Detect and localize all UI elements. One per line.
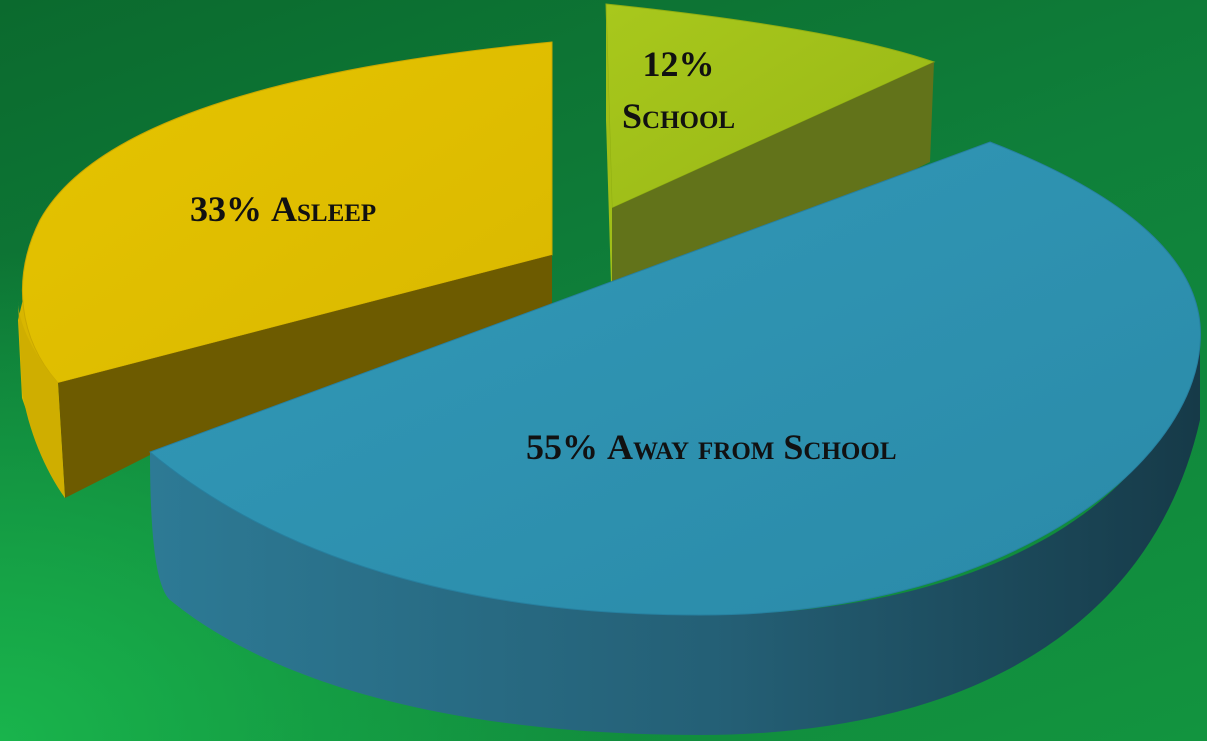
slice-school-edge — [606, 4, 612, 316]
label-school-pct: 12% — [642, 44, 715, 84]
slice-asleep-rim — [18, 300, 65, 498]
label-away-pct: 55% — [526, 427, 598, 467]
slice-school-top — [605, 3, 936, 209]
slice-away-top — [149, 141, 1201, 616]
label-school-text: School — [622, 96, 736, 137]
slice-away — [149, 141, 1201, 735]
label-school: 12% School — [622, 38, 735, 142]
label-asleep-pct: 33% — [190, 189, 262, 229]
label-asleep: 33% Asleep — [190, 188, 376, 230]
slice-asleep-top — [22, 41, 553, 384]
slice-asleep — [18, 41, 553, 498]
slice-away-side — [150, 330, 1200, 735]
label-away: 55% Away from School — [526, 426, 897, 468]
label-away-text: Away from School — [607, 427, 897, 467]
slice-asleep-front — [58, 255, 552, 498]
label-asleep-text: Asleep — [271, 189, 377, 229]
